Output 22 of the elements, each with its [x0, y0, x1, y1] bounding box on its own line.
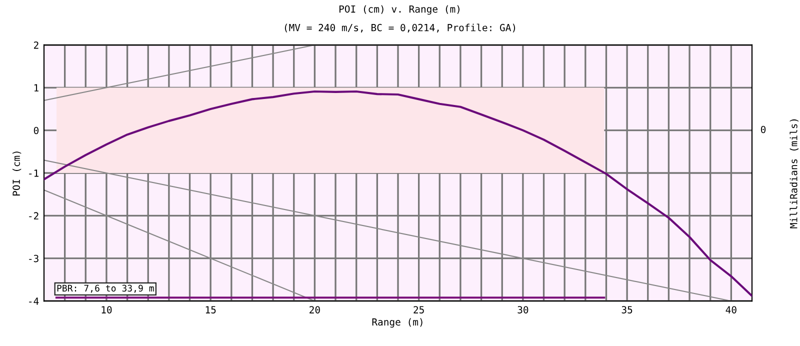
text: 0	[760, 126, 766, 134]
y-tick-label: -2	[29, 212, 38, 220]
chart-title: POI (cm) v. Range (m)	[339, 5, 460, 15]
chart-subtitle: (MV = 240 m/s, BC = 0,0214, Profile: GA)	[284, 24, 516, 33]
x-tick-label: 15	[206, 306, 216, 314]
x-tick-label: 20	[310, 306, 320, 314]
x-axis-title: Range (m)	[372, 318, 422, 328]
y-tick-label: -1	[29, 170, 38, 177]
x-tick-label: 25	[414, 306, 424, 314]
y-tick-label: 2	[34, 41, 38, 49]
x-tick-label: 40	[726, 306, 736, 314]
line-series	[44, 90, 752, 297]
y-tick-label: 0	[34, 126, 39, 134]
y-axis-title: POI (cm)	[12, 152, 22, 196]
annotation: PBR: 7,6 to 33,9 m	[57, 284, 154, 293]
y-tick-label: -3	[29, 254, 38, 262]
y2-axis-title: MilliRadians (mils)	[790, 119, 798, 228]
y-tick-label: -4	[29, 298, 39, 305]
x-tick-label: 35	[622, 306, 632, 314]
x-tick-label: 10	[102, 306, 112, 314]
y-tick-label: 1	[34, 84, 38, 92]
x-tick-label: 30	[518, 306, 528, 314]
